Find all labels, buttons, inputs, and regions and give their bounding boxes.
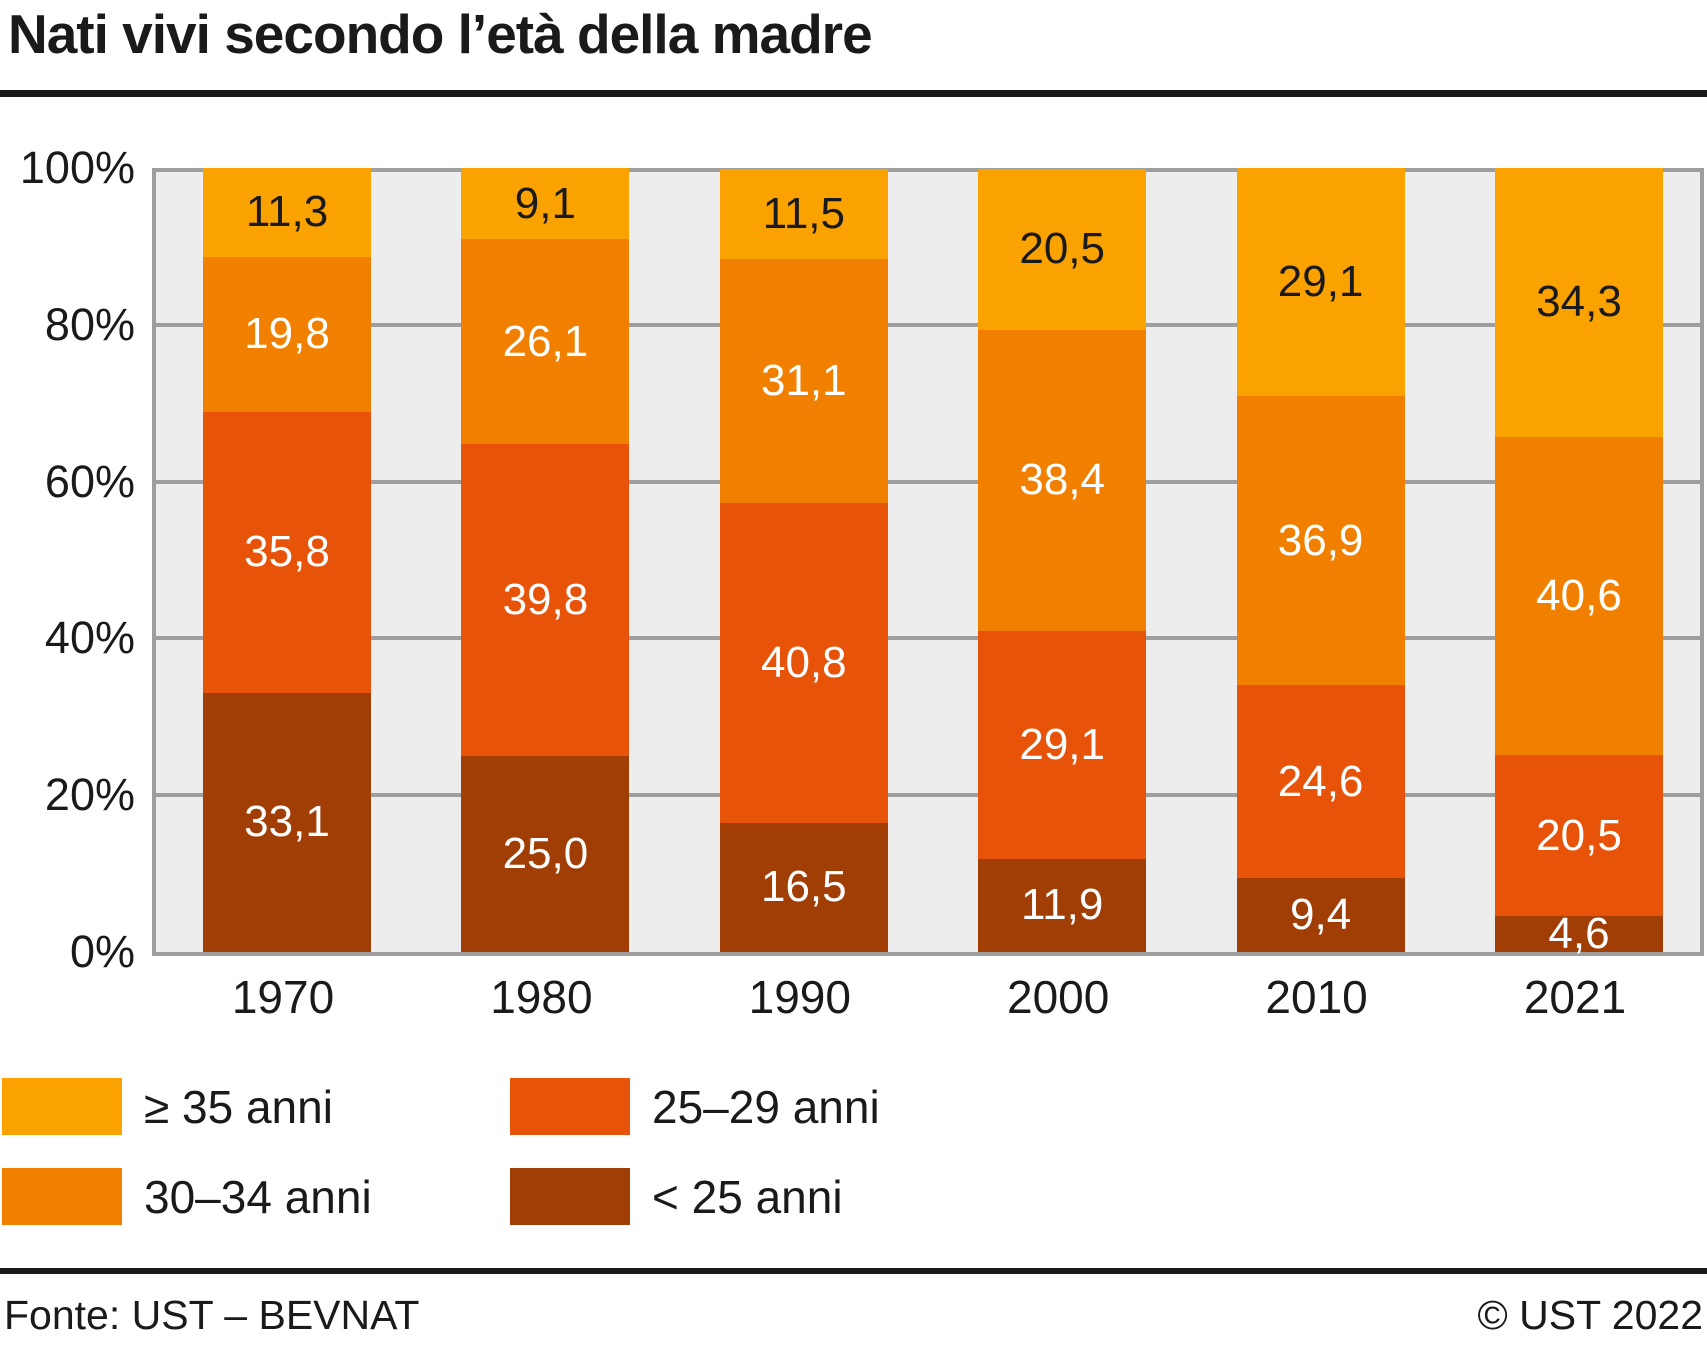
- bar-segment-1990-series3: 16,5: [719, 822, 888, 952]
- value-label: 36,9: [1277, 515, 1364, 565]
- value-label: 4,6: [1548, 908, 1610, 958]
- bar-2010: 9,4 24,6 36,9 29,1: [1236, 168, 1405, 952]
- gridline-20pct: [152, 793, 1704, 798]
- legend-label: ≥ 35 anni: [144, 1080, 333, 1133]
- bar-segment-1970-series0: 11,3: [203, 168, 371, 257]
- gridline-40pct: [152, 636, 1704, 641]
- bar-segment-2010-series1: 36,9: [1236, 396, 1405, 686]
- bar-segment-1980-series3: 25,0: [461, 756, 630, 952]
- gridline-80pct: [152, 322, 1704, 327]
- value-label: 9,1: [514, 178, 576, 228]
- value-label: 25,0: [502, 829, 589, 878]
- value-label: 19,8: [244, 309, 330, 359]
- gridline-60pct: [152, 479, 1704, 484]
- value-label: 24,6: [1277, 756, 1364, 806]
- legend-item-lt-25: < 25 anni: [510, 1168, 880, 1225]
- bar-segment-2010-series2: 24,6: [1236, 685, 1405, 879]
- y-axis-tick-label-80pct: 80%: [44, 298, 135, 350]
- bar-segment-1990-series0: 11,5: [719, 168, 888, 259]
- bar-segment-1990-series2: 40,8: [719, 502, 888, 823]
- legend-label: < 25 anni: [652, 1170, 843, 1223]
- legend-swatch-30-34: [2, 1168, 122, 1225]
- title-divider: [0, 90, 1707, 97]
- chart-plot-area: 33,1 35,8 19,8 11,3 25,0 39,8 26,1 9,1 16,5 40,8 3…: [152, 168, 1704, 956]
- bar-segment-2000-series1: 38,4: [978, 329, 1147, 631]
- legend-label: 30–34 anni: [144, 1170, 372, 1223]
- bar-2000: 11,9 29,1 38,4 20,5: [978, 168, 1147, 952]
- value-label: 38,4: [1019, 455, 1105, 505]
- bar-segment-2010-series3: 9,4: [1236, 878, 1405, 952]
- legend-item-30-34: 30–34 anni: [2, 1168, 510, 1225]
- legend-swatch-lt-25: [510, 1168, 630, 1225]
- copyright-note: © UST 2022: [1477, 1292, 1703, 1338]
- y-axis-tick-label-60pct: 60%: [44, 455, 135, 507]
- footer-divider: [0, 1268, 1707, 1274]
- value-label: 31,1: [760, 355, 847, 405]
- bar-segment-2021-series3: 4,6: [1495, 911, 1663, 955]
- chart-legend: ≥ 35 anni 30–34 anni 25–29 anni < 25 ann…: [2, 1078, 880, 1225]
- value-label: 40,8: [760, 637, 847, 687]
- bar-segment-1980-series1: 26,1: [461, 239, 630, 444]
- bar-segment-2021-series1: 40,6: [1495, 436, 1663, 756]
- bar-1970: 33,1 35,8 19,8 11,3: [203, 168, 371, 952]
- bar-segment-1990-series1: 31,1: [719, 258, 888, 503]
- x-axis-label-1970: 1970: [231, 971, 335, 1023]
- value-label: 20,5: [1019, 224, 1105, 274]
- value-label: 39,8: [502, 574, 589, 624]
- value-label: 20,5: [1536, 810, 1622, 860]
- bar-segment-2021-series2: 20,5: [1495, 755, 1663, 916]
- value-label: 16,5: [760, 862, 847, 912]
- x-axis-label-2010: 2010: [1265, 971, 1368, 1023]
- legend-item-25-29: 25–29 anni: [510, 1078, 880, 1135]
- value-label: 34,3: [1536, 277, 1622, 327]
- legend-label: 25–29 anni: [652, 1080, 880, 1133]
- legend-item-ge-35: ≥ 35 anni: [2, 1078, 510, 1135]
- value-label: 33,1: [244, 797, 330, 847]
- bar-segment-1980-series2: 39,8: [461, 443, 630, 756]
- value-label: 40,6: [1536, 571, 1622, 621]
- bar-2021: 4,6 20,5 40,6 34,3: [1495, 168, 1663, 955]
- bar-segment-1970-series1: 19,8: [203, 256, 371, 412]
- legend-swatch-ge-35: [2, 1078, 122, 1135]
- x-axis-label-2021: 2021: [1523, 971, 1627, 1023]
- bar-segment-1970-series3: 33,1: [203, 692, 371, 952]
- bar-segment-2010-series0: 29,1: [1236, 168, 1405, 397]
- value-label: 29,1: [1277, 257, 1364, 307]
- value-label: 29,1: [1019, 719, 1105, 769]
- bar-1980: 25,0 39,8 26,1 9,1: [461, 168, 630, 952]
- value-label: 35,8: [244, 527, 330, 577]
- gridline-100pct: [152, 168, 1704, 172]
- x-axis-label-1980: 1980: [490, 971, 593, 1023]
- x-axis-label-2000: 2000: [1007, 971, 1110, 1023]
- bar-segment-2021-series0: 34,3: [1495, 168, 1663, 437]
- y-axis-tick-label-20pct: 20%: [44, 769, 135, 821]
- bar-segment-1980-series0: 9,1: [461, 168, 630, 240]
- value-label: 11,9: [1021, 880, 1104, 930]
- bar-segment-2000-series3: 11,9: [978, 858, 1147, 952]
- bar-segment-1970-series2: 35,8: [203, 411, 371, 693]
- bar-segment-2000-series2: 29,1: [978, 630, 1147, 859]
- x-axis-label-1990: 1990: [748, 971, 851, 1023]
- y-axis-tick-label-100pct: 100%: [19, 142, 135, 193]
- legend-swatch-25-29: [510, 1078, 630, 1135]
- page-title: Nati vivi secondo l’età della madre: [8, 3, 873, 65]
- value-label: 9,4: [1290, 890, 1352, 940]
- y-axis-tick-label-40pct: 40%: [44, 612, 135, 664]
- bar-segment-2000-series0: 20,5: [978, 168, 1147, 330]
- y-axis-tick-label-0pct: 0%: [69, 926, 135, 977]
- value-label: 11,3: [245, 187, 329, 237]
- value-label: 11,5: [762, 188, 845, 238]
- source-note: Fonte: UST – BEVNAT: [4, 1292, 420, 1338]
- bar-1990: 16,5 40,8 31,1 11,5: [719, 168, 888, 952]
- value-label: 26,1: [502, 316, 589, 366]
